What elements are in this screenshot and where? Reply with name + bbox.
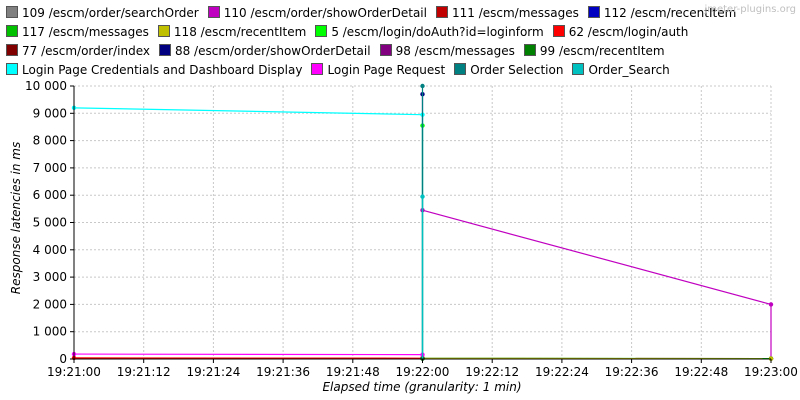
y-tick-label: 1 000 [33,325,67,339]
legend-item: Login Page Request [311,61,445,80]
legend-label: 98 /escm/messages [395,44,515,58]
legend-label: 99 /escm/recentItem [539,44,665,58]
y-tick-label: 0 [59,352,67,366]
legend-label: 117 /escm/messages [22,25,149,39]
legend-item: 111 /escm/messages [435,4,579,23]
legend-item: 77 /escm/order/index [6,42,150,61]
y-tick-label: 6 000 [33,188,67,202]
x-tick-label: 19:21:48 [326,365,380,379]
legend-label: 112 /escm/recentItem [603,6,737,20]
legend-swatch [587,6,600,18]
legend-label: Login Page Request [327,63,446,77]
x-tick-label: 19:21:00 [47,365,101,379]
chart-legend: 109 /escm/order/searchOrder 110 /escm/ord… [6,4,796,80]
x-tick-label: 19:22:48 [674,365,728,379]
legend-swatch [572,63,585,75]
axes: 0 1 000 2 000 3 000 4 000 5 000 6 000 7 000 8 00… [25,79,798,379]
legend-label: 5 /escm/login/doAuth?id=loginform [331,25,544,39]
series-line [73,353,423,356]
x-tick-label: 19:21:12 [117,365,171,379]
legend-swatch [523,44,536,56]
series [420,194,425,359]
legend-item: 112 /escm/recentItem [587,4,737,23]
series-line [73,107,423,116]
legend-item: 110 /escm/order/showOrderDetail [207,4,427,23]
legend-item: 99 /escm/recentItem [523,42,665,61]
x-axis-title: Elapsed time (granularity: 1 min) [322,380,521,394]
legend-swatch [435,6,448,18]
legend-swatch [6,25,18,37]
series-line [422,209,772,305]
legend-label: 77 /escm/order/index [22,44,150,58]
legend-swatch [207,6,220,18]
data-point [420,194,425,199]
legend-item: 5 /escm/login/doAuth?id=loginform [315,23,544,42]
legend-label: 88 /escm/order/showOrderDetail [174,44,371,58]
legend-item: Login Page Credentials and Dashboard Dis… [6,61,302,80]
legend-swatch [6,63,18,75]
legend-item: 118 /escm/recentItem [157,23,307,42]
legend-label: 110 /escm/order/showOrderDetail [223,6,427,20]
watermark: jmeter-plugins.org [704,4,796,15]
y-tick-label: 4 000 [33,243,67,257]
x-tick-label: 19:21:36 [256,365,310,379]
legend-swatch [6,44,18,56]
x-tick-label: 19:23:00 [744,365,798,379]
x-tick-label: 19:22:12 [465,365,519,379]
y-tick-label: 5 000 [33,216,67,230]
legend-item: 88 /escm/order/showOrderDetail [158,42,371,61]
legend-swatch [454,63,467,75]
x-tick-label: 19:22:24 [535,365,589,379]
legend-swatch [6,6,18,18]
data-point [420,83,425,89]
legend-swatch [157,25,170,37]
legend-swatch [315,25,328,37]
legend-swatch [379,44,392,56]
data-point [768,302,774,307]
legend-item: 98 /escm/messages [379,42,515,61]
y-tick-label: 8 000 [33,134,67,148]
x-tick-label: 19:21:24 [186,365,240,379]
x-tick-label: 19:22:36 [605,365,659,379]
legend-swatch [311,63,324,75]
legend-label: Order Selection [470,63,564,77]
legend-item: Order Selection [454,61,563,80]
legend-swatch [552,25,565,37]
y-tick-label: 7 000 [33,161,67,175]
legend-label: Login Page Credentials and Dashboard Dis… [22,63,303,77]
legend-swatch [158,44,171,56]
legend-item: 62 /escm/login/auth [552,23,689,42]
legend-item: Order_Search [572,61,670,80]
y-tick-label: 10 000 [25,79,67,93]
y-tick-label: 2 000 [33,297,67,311]
legend-label: 111 /escm/messages [451,6,579,20]
legend-item: 117 /escm/messages [6,23,149,42]
legend-label: 62 /escm/login/auth [568,25,689,39]
y-axis-title: Response latencies in ms [9,142,23,294]
y-tick-label: 9 000 [33,106,67,120]
legend-label: Order_Search [588,63,670,77]
x-tick-label: 19:22:00 [396,365,450,379]
legend-item: 109 /escm/order/searchOrder [6,4,199,23]
y-tick-label: 3 000 [33,270,67,284]
legend-label: 118 /escm/recentItem [173,25,307,39]
legend-label: 109 /escm/order/searchOrder [22,6,199,20]
